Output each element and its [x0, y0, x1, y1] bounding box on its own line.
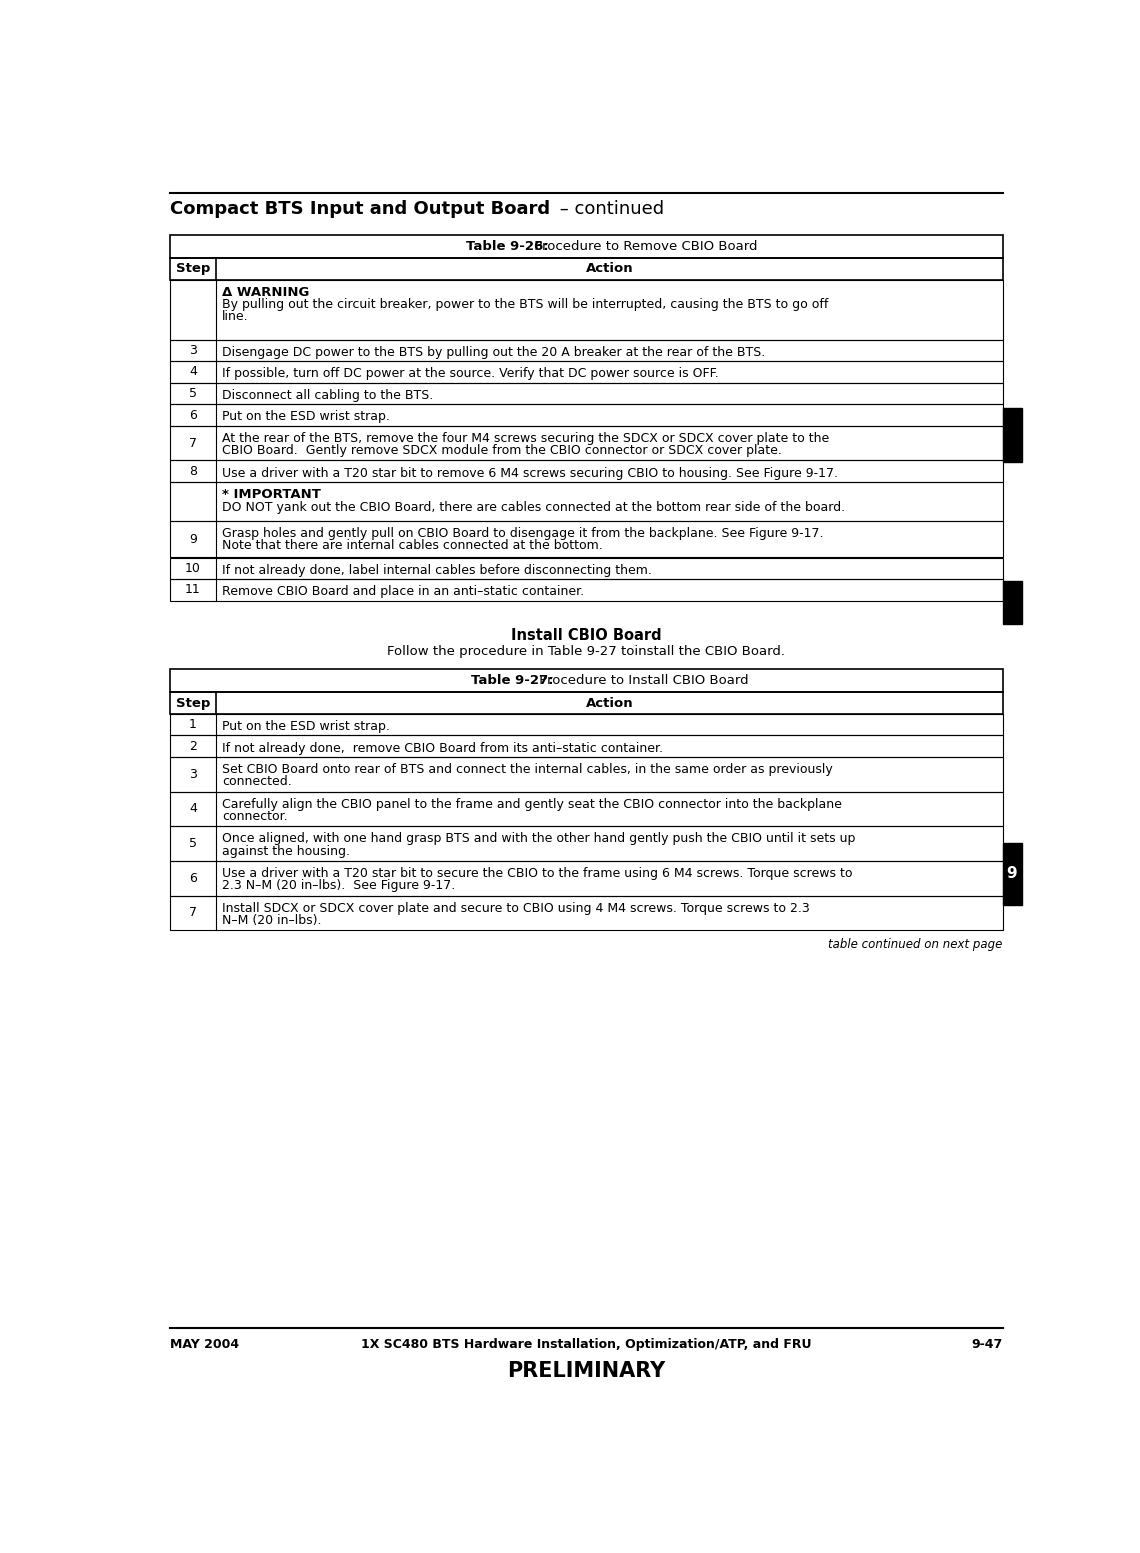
Text: 10: 10: [185, 562, 201, 575]
Text: Disconnect all cabling to the BTS.: Disconnect all cabling to the BTS.: [222, 388, 433, 402]
Text: 11: 11: [185, 584, 201, 596]
Text: Install CBIO Board: Install CBIO Board: [511, 627, 661, 643]
Text: Δ WARNING: Δ WARNING: [222, 286, 310, 298]
Text: Remove CBIO Board and place in an anti–static container.: Remove CBIO Board and place in an anti–s…: [222, 585, 585, 598]
Bar: [1003, 408, 1023, 463]
Text: Procedure to Remove CBIO Board: Procedure to Remove CBIO Board: [530, 239, 758, 253]
Bar: [170, 896, 1003, 930]
Text: 5: 5: [189, 387, 197, 401]
Text: Carefully align the CBIO panel to the frame and gently seat the CBIO connector i: Carefully align the CBIO panel to the fr…: [222, 798, 842, 811]
Text: connected.: connected.: [222, 775, 292, 789]
Text: Action: Action: [586, 697, 633, 710]
Text: By pulling out the circuit breaker, power to the BTS will be interrupted, causin: By pulling out the circuit breaker, powe…: [222, 298, 829, 311]
Bar: [170, 404, 1003, 426]
Text: – continued: – continued: [554, 200, 663, 219]
Text: 2.3 N–M (20 in–lbs).  See Figure 9-17.: 2.3 N–M (20 in–lbs). See Figure 9-17.: [222, 879, 456, 893]
Bar: [170, 826, 1003, 860]
Text: Use a driver with a T20 star bit to remove 6 M4 screws securing CBIO to housing.: Use a driver with a T20 star bit to remo…: [222, 466, 838, 480]
Bar: [170, 340, 1003, 362]
Bar: [170, 579, 1003, 601]
Bar: [1003, 843, 1023, 905]
Text: Table 9-26:: Table 9-26:: [466, 239, 548, 253]
Text: 9-47: 9-47: [971, 1337, 1003, 1351]
Bar: [170, 382, 1003, 404]
Text: 4: 4: [189, 365, 197, 379]
Text: * IMPORTANT: * IMPORTANT: [222, 488, 321, 502]
Text: 9: 9: [1007, 867, 1017, 882]
Text: 3: 3: [189, 343, 197, 357]
Bar: [170, 756, 1003, 792]
Text: Note that there are internal cables connected at the bottom.: Note that there are internal cables conn…: [222, 539, 603, 551]
Text: 3: 3: [189, 767, 197, 781]
Bar: [170, 714, 1003, 736]
Text: 1X SC480 BTS Hardware Installation, Optimization/ATP, and FRU: 1X SC480 BTS Hardware Installation, Opti…: [361, 1337, 812, 1351]
Text: Disengage DC power to the BTS by pulling out the 20 A breaker at the rear of the: Disengage DC power to the BTS by pulling…: [222, 346, 766, 359]
Text: Compact BTS Input and Output Board: Compact BTS Input and Output Board: [170, 200, 549, 219]
Text: 7: 7: [189, 436, 197, 450]
Bar: [170, 481, 1003, 520]
Bar: [170, 669, 1003, 693]
Text: 1: 1: [189, 717, 197, 731]
Text: MAY 2004: MAY 2004: [170, 1337, 238, 1351]
Bar: [170, 362, 1003, 382]
Bar: [1003, 581, 1023, 624]
Text: Action: Action: [586, 262, 633, 275]
Text: CBIO Board.  Gently remove SDCX module from the CBIO connector or SDCX cover pla: CBIO Board. Gently remove SDCX module fr…: [222, 444, 782, 457]
Text: If not already done,  remove CBIO Board from its anti–static container.: If not already done, remove CBIO Board f…: [222, 741, 663, 755]
Text: 7: 7: [189, 907, 197, 919]
Text: connector.: connector.: [222, 811, 288, 823]
Text: Set CBIO Board onto rear of BTS and connect the internal cables, in the same ord: Set CBIO Board onto rear of BTS and conn…: [222, 763, 833, 776]
Bar: [170, 693, 1003, 714]
Text: table continued on next page: table continued on next page: [829, 938, 1003, 950]
Bar: [170, 558, 1003, 579]
Text: Once aligned, with one hand grasp BTS and with the other hand gently push the CB: Once aligned, with one hand grasp BTS an…: [222, 832, 856, 845]
Text: Table 9-27:: Table 9-27:: [472, 674, 554, 686]
Text: 4: 4: [189, 803, 197, 815]
Text: 5: 5: [189, 837, 197, 849]
Bar: [170, 860, 1003, 896]
Text: Put on the ESD wrist strap.: Put on the ESD wrist strap.: [222, 721, 390, 733]
Bar: [170, 520, 1003, 558]
Text: 2: 2: [189, 739, 197, 753]
Bar: [170, 792, 1003, 826]
Text: Grasp holes and gently pull on CBIO Board to disengage it from the backplane. Se: Grasp holes and gently pull on CBIO Boar…: [222, 526, 824, 540]
Bar: [170, 258, 1003, 280]
Bar: [170, 235, 1003, 258]
Text: Put on the ESD wrist strap.: Put on the ESD wrist strap.: [222, 410, 390, 424]
Bar: [170, 736, 1003, 756]
Text: Step: Step: [176, 262, 210, 275]
Text: 9: 9: [189, 533, 197, 545]
Text: against the housing.: against the housing.: [222, 845, 350, 857]
Text: At the rear of the BTS, remove the four M4 screws securing the SDCX or SDCX cove: At the rear of the BTS, remove the four …: [222, 432, 830, 446]
Text: N–M (20 in–lbs).: N–M (20 in–lbs).: [222, 915, 321, 927]
Text: If not already done, label internal cables before disconnecting them.: If not already done, label internal cabl…: [222, 564, 652, 576]
Text: Step: Step: [176, 697, 210, 710]
Bar: [170, 280, 1003, 340]
Text: PRELIMINARY: PRELIMINARY: [507, 1360, 666, 1381]
Text: Follow the procedure in Table 9-27 to​install the CBIO Board.: Follow the procedure in Table 9-27 to​in…: [388, 644, 785, 657]
Text: line.: line.: [222, 311, 249, 323]
Bar: [170, 426, 1003, 461]
Bar: [170, 461, 1003, 481]
Text: 8: 8: [189, 464, 197, 478]
Text: If possible, turn off DC power at the source. Verify that DC power source is OFF: If possible, turn off DC power at the so…: [222, 368, 719, 380]
Text: 6: 6: [189, 408, 197, 421]
Text: Procedure to Install CBIO Board: Procedure to Install CBIO Board: [536, 674, 749, 686]
Text: Install SDCX or SDCX cover plate and secure to CBIO using 4 M4 screws. Torque sc: Install SDCX or SDCX cover plate and sec…: [222, 902, 811, 915]
Text: 6: 6: [189, 871, 197, 885]
Text: DO NOT yank out the CBIO Board, there are cables connected at the bottom rear si: DO NOT yank out the CBIO Board, there ar…: [222, 500, 846, 514]
Text: Use a driver with a T20 star bit to secure the CBIO to the frame using 6 M4 scre: Use a driver with a T20 star bit to secu…: [222, 867, 853, 881]
